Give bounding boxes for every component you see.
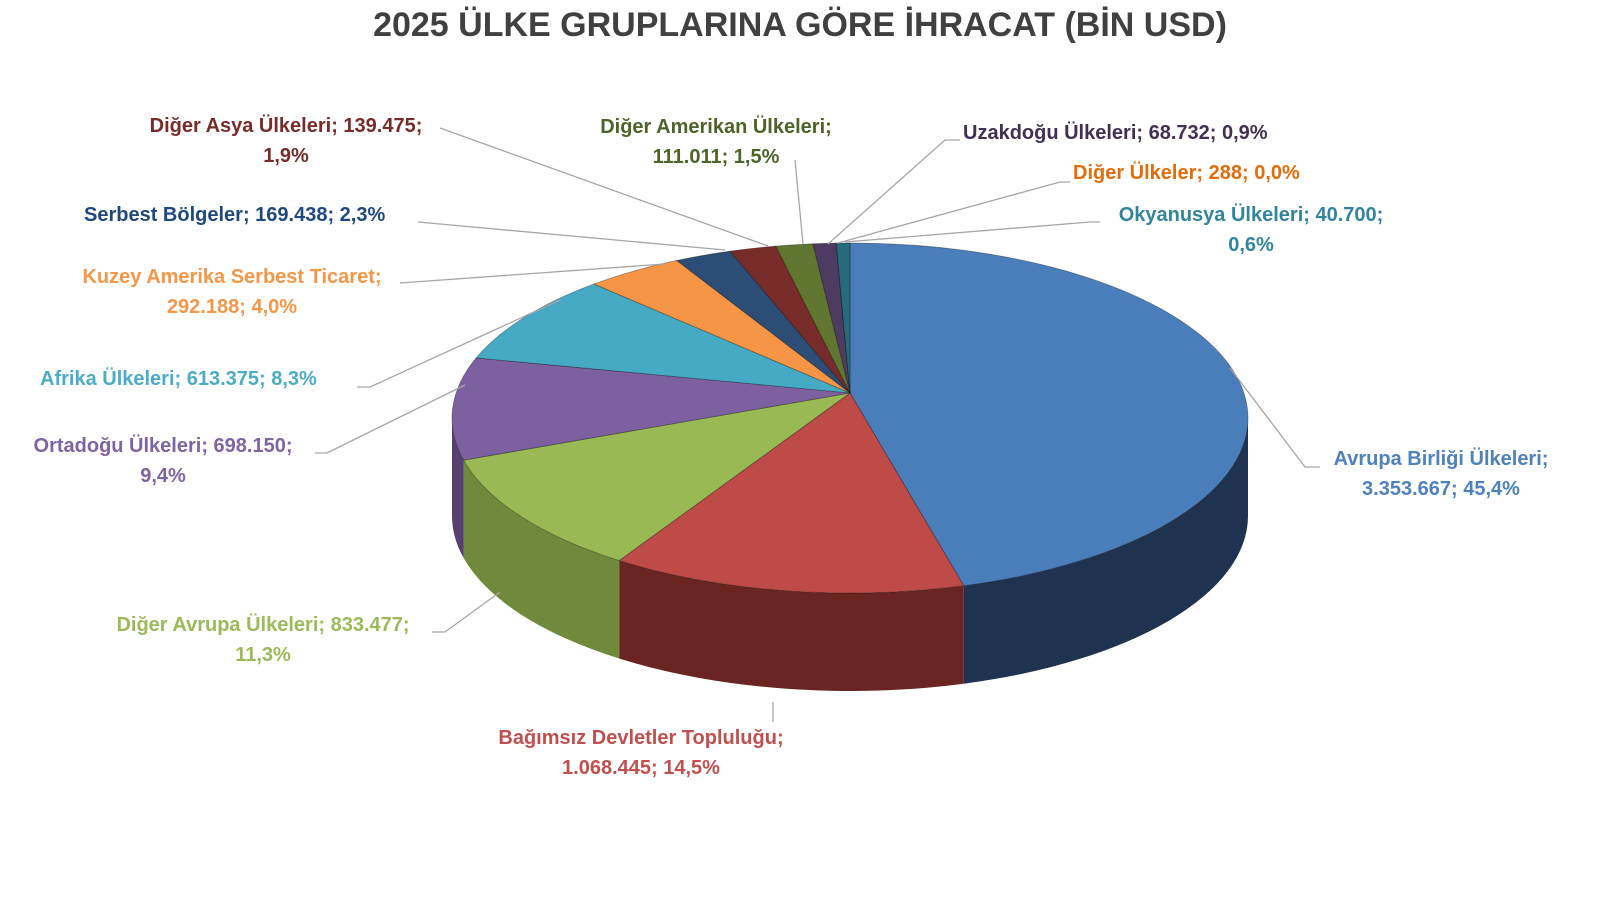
data-label-line: Serbest Bölgeler; 169.438; 2,3% bbox=[84, 204, 386, 226]
data-label: Uzakdoğu Ülkeleri; 68.732; 0,9% bbox=[963, 118, 1268, 148]
data-label-line: 0,6% bbox=[1228, 234, 1274, 256]
leader-line bbox=[432, 591, 501, 633]
data-label-line: Uzakdoğu Ülkeleri; 68.732; 0,9% bbox=[963, 122, 1268, 144]
data-label-line: Kuzey Amerika Serbest Ticaret; bbox=[82, 266, 382, 288]
data-label: Diğer Ülkeler; 288; 0,0% bbox=[1073, 158, 1300, 188]
data-label: Avrupa Birliği Ülkeleri; 3.353.667; 45,4% bbox=[1334, 444, 1549, 504]
leader-line bbox=[827, 139, 960, 245]
leader-line bbox=[417, 221, 726, 251]
leader-line bbox=[794, 159, 804, 245]
pie-slice-6 bbox=[675, 250, 851, 394]
data-label: Kuzey Amerika Serbest Ticaret; 292.188; 4… bbox=[82, 262, 381, 322]
chart-title: 2025 ÜLKE GRUPLARINA GÖRE İHRACAT (BİN U… bbox=[373, 6, 1227, 44]
pie-slice-8 bbox=[775, 243, 851, 394]
data-label-line: 292.188; 4,0% bbox=[166, 296, 298, 318]
leader-line bbox=[1229, 367, 1320, 468]
data-label-line: Afrika Ülkeleri; 613.375; 8,3% bbox=[40, 368, 317, 390]
data-label-line: 11,3% bbox=[235, 644, 291, 666]
data-label: Afrika Ülkeleri; 613.375; 8,3% bbox=[40, 364, 317, 394]
data-label-line: 1.068.445; 14,5% bbox=[562, 757, 720, 779]
data-label-line: 1,9% bbox=[263, 145, 309, 167]
pie-slice-4 bbox=[475, 283, 851, 394]
leader-line bbox=[439, 127, 769, 247]
pie-slice-9 bbox=[812, 242, 851, 394]
pie-side-2 bbox=[463, 460, 620, 659]
pie-slice-10 bbox=[835, 242, 851, 394]
leader-line bbox=[357, 299, 561, 388]
data-label-line: Diğer Ülkeler; 288; 0,0% bbox=[1073, 162, 1300, 184]
pie-side-3 bbox=[452, 418, 464, 559]
data-label-line: Diğer Amerikan Ülkeleri; bbox=[600, 116, 832, 138]
data-label: Okyanusya Ülkeleri; 40.700; 0,6% bbox=[1119, 200, 1384, 260]
data-label: Diğer Amerikan Ülkeleri; 111.011; 1,5% bbox=[600, 112, 832, 172]
data-label-line: 111.011; 1,5% bbox=[652, 146, 780, 168]
data-label-line: Ortadoğu Ülkeleri; 698.150; bbox=[33, 435, 293, 457]
data-label: Diğer Avrupa Ülkeleri; 833.477; 11,3% bbox=[116, 610, 409, 670]
data-label-line: 3.353.667; 45,4% bbox=[1362, 478, 1520, 500]
data-label-line: 9,4% bbox=[140, 465, 186, 487]
data-label-line: Avrupa Birliği Ülkeleri; bbox=[1333, 448, 1549, 470]
data-label: Diğer Asya Ülkeleri; 139.475; 1,9% bbox=[150, 111, 423, 171]
pie-slice-1 bbox=[618, 392, 965, 594]
leader-line bbox=[844, 221, 1100, 243]
pie-side-0 bbox=[963, 418, 1248, 684]
leader-line bbox=[399, 263, 666, 284]
data-label: Ortadoğu Ülkeleri; 698.150; 9,4% bbox=[34, 431, 293, 491]
data-label: Serbest Bölgeler; 169.438; 2,3% bbox=[84, 200, 385, 230]
pie-slice-11 bbox=[835, 242, 851, 394]
pie-slice-3 bbox=[451, 357, 851, 461]
data-label: Bağımsız Devletler Topluluğu; 1.068.445; … bbox=[498, 723, 783, 783]
pie-slice-2 bbox=[463, 392, 851, 561]
data-label-line: Bağımsız Devletler Topluluğu; bbox=[498, 727, 784, 749]
leader-line bbox=[837, 181, 1070, 244]
pie-slice-5 bbox=[592, 260, 851, 394]
data-label-line: Okyanusya Ülkeleri; 40.700; bbox=[1118, 204, 1384, 226]
pie-side-1 bbox=[619, 560, 964, 692]
pie-slice-0 bbox=[849, 242, 1249, 587]
data-label-line: Diğer Avrupa Ülkeleri; 833.477; bbox=[116, 614, 410, 636]
data-label-line: Diğer Asya Ülkeleri; 139.475; bbox=[149, 115, 423, 137]
leader-line bbox=[315, 384, 466, 454]
pie-slice-7 bbox=[729, 245, 851, 394]
